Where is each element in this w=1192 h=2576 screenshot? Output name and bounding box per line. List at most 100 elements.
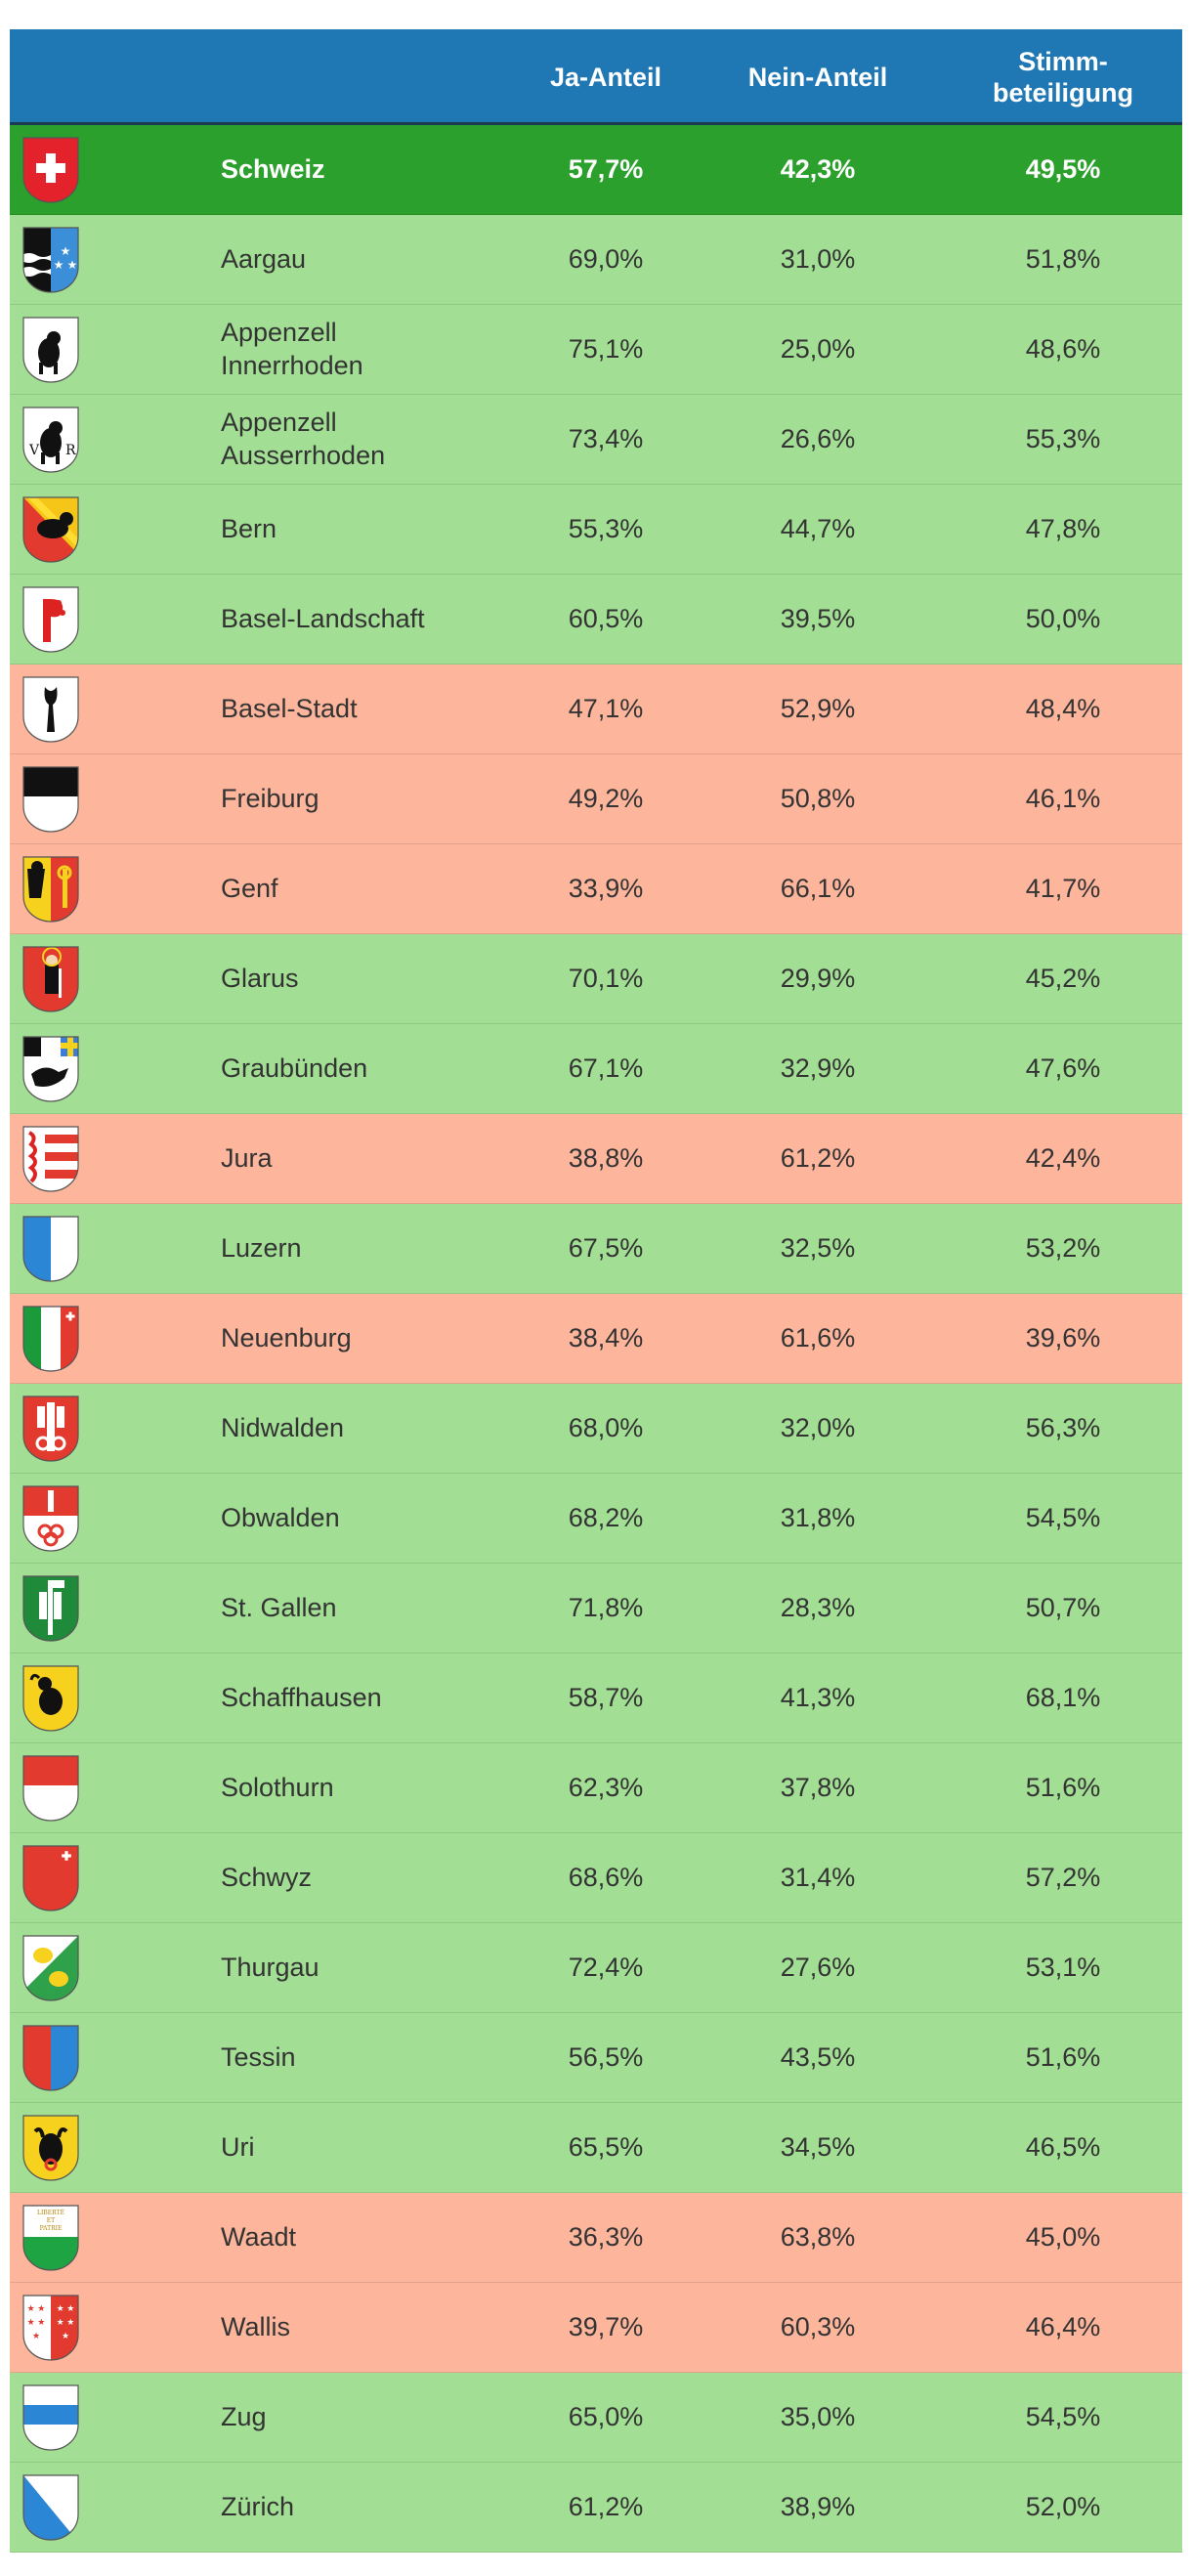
ja-anteil-value: 38,8%	[568, 1143, 644, 1173]
ja-anteil-value: 73,4%	[568, 424, 644, 453]
ja-anteil-value: 69,0%	[568, 244, 644, 274]
canton-name: Uri	[221, 2131, 255, 2162]
header-ja-anteil: Ja-Anteil	[549, 62, 662, 92]
table-row: V R Appenzell Ausserrhoden 73,4% 26,6% 55,3%	[10, 395, 1182, 485]
table-row: Zug 65,0% 35,0% 54,5%	[10, 2373, 1182, 2463]
canton-name: Freiburg	[221, 783, 319, 813]
nein-anteil-value: 38,9%	[780, 2492, 856, 2521]
table-row: Basel-Stadt 47,1% 52,9% 48,4%	[10, 665, 1182, 754]
appenzell-innerrhoden-coat-of-arms-icon	[21, 305, 80, 394]
canton-name: Nidwalden	[221, 1412, 345, 1442]
canton-name: Appenzell Ausserrhoden	[221, 407, 386, 470]
st-gallen-coat-of-arms-icon	[21, 1564, 80, 1653]
canton-name: Basel-Landschaft	[221, 603, 425, 633]
glarus-coat-of-arms-icon	[21, 934, 80, 1023]
ja-anteil-value: 39,7%	[568, 2312, 644, 2341]
canton-name: Thurgau	[221, 1952, 319, 1982]
tessin-coat-of-arms-icon	[21, 2013, 80, 2102]
svg-text:★: ★	[67, 258, 78, 272]
stimmbeteiligung-value: 53,1%	[1025, 1953, 1101, 1982]
stimmbeteiligung-value: 55,3%	[1025, 424, 1101, 453]
svg-text:PATRIE: PATRIE	[40, 2225, 63, 2232]
ja-anteil-value: 68,0%	[568, 1413, 644, 1442]
ja-anteil-value: 65,5%	[568, 2132, 644, 2162]
table-row: Uri 65,5% 34,5% 46,5%	[10, 2103, 1182, 2193]
svg-text:★ ★: ★ ★	[27, 2303, 46, 2313]
ja-anteil-value: 57,7%	[568, 154, 644, 184]
basel-landschaft-coat-of-arms-icon	[21, 575, 80, 664]
zug-coat-of-arms-icon	[21, 2373, 80, 2462]
nein-anteil-value: 25,0%	[780, 334, 856, 364]
waadt-coat-of-arms-icon: LIBERTÉ ET PATRIE	[21, 2193, 80, 2282]
table-row: Tessin 56,5% 43,5% 51,6%	[10, 2013, 1182, 2103]
svg-text:V: V	[28, 443, 40, 458]
nein-anteil-value: 31,4%	[780, 1863, 856, 1892]
canton-name: Solothurn	[221, 1772, 334, 1802]
stimmbeteiligung-value: 51,8%	[1025, 244, 1101, 274]
stimmbeteiligung-value: 45,0%	[1025, 2222, 1101, 2252]
table-row: Bern 55,3% 44,7% 47,8%	[10, 485, 1182, 575]
ja-anteil-value: 58,7%	[568, 1683, 644, 1712]
svg-text:★: ★	[32, 2331, 40, 2340]
canton-name: Tessin	[221, 2041, 296, 2072]
table-row: Thurgau 72,4% 27,6% 53,1%	[10, 1923, 1182, 2013]
ja-anteil-value: 60,5%	[568, 604, 644, 633]
table-row: Neuenburg 38,4% 61,6% 39,6%	[10, 1294, 1182, 1384]
table-row: St. Gallen 71,8% 28,3% 50,7%	[10, 1564, 1182, 1653]
stimmbeteiligung-value: 56,3%	[1025, 1413, 1101, 1442]
svg-text:★ ★: ★ ★	[57, 2303, 75, 2313]
canton-name: Glarus	[221, 963, 299, 993]
table-row: Zürich 61,2% 38,9% 52,0%	[10, 2463, 1182, 2553]
nein-anteil-value: 61,2%	[780, 1143, 856, 1173]
ja-anteil-value: 33,9%	[568, 874, 644, 903]
table-row: Solothurn 62,3% 37,8% 51,6%	[10, 1743, 1182, 1833]
stimmbeteiligung-value: 68,1%	[1025, 1683, 1101, 1712]
nein-anteil-value: 66,1%	[780, 874, 856, 903]
aargau-coat-of-arms-icon: ★ ★ ★	[21, 215, 80, 304]
canton-name: Luzern	[221, 1232, 302, 1263]
table-header: Ja-Anteil Nein-Anteil Stimm- beteiligung	[10, 29, 1182, 125]
ja-anteil-value: 56,5%	[568, 2042, 644, 2072]
table-row: Graubünden 67,1% 32,9% 47,6%	[10, 1024, 1182, 1114]
ja-anteil-value: 68,6%	[568, 1863, 644, 1892]
nein-anteil-value: 28,3%	[780, 1593, 856, 1622]
svg-text:R: R	[65, 443, 76, 458]
stimmbeteiligung-value: 53,2%	[1025, 1233, 1101, 1263]
nein-anteil-value: 32,9%	[780, 1053, 856, 1083]
stimmbeteiligung-value: 52,0%	[1025, 2492, 1101, 2521]
nein-anteil-value: 31,8%	[780, 1503, 856, 1532]
stimmbeteiligung-value: 47,8%	[1025, 514, 1101, 543]
nein-anteil-value: 41,3%	[780, 1683, 856, 1712]
ja-anteil-value: 49,2%	[568, 784, 644, 813]
nein-anteil-value: 39,5%	[780, 604, 856, 633]
stimmbeteiligung-value: 45,2%	[1025, 964, 1101, 993]
ja-anteil-value: 55,3%	[568, 514, 644, 543]
stimmbeteiligung-value: 57,2%	[1025, 1863, 1101, 1892]
table-row: Nidwalden 68,0% 32,0% 56,3%	[10, 1384, 1182, 1474]
canton-name: Aargau	[221, 243, 307, 274]
table-row: Basel-Landschaft 60,5% 39,5% 50,0%	[10, 575, 1182, 665]
canton-name: Jura	[221, 1142, 273, 1173]
ja-anteil-value: 68,2%	[568, 1503, 644, 1532]
canton-name: Bern	[221, 513, 277, 543]
ja-anteil-value: 71,8%	[568, 1593, 644, 1622]
stimmbeteiligung-value: 51,6%	[1025, 1773, 1101, 1802]
stimmbeteiligung-value: 39,6%	[1025, 1323, 1101, 1352]
table-row: Appenzell Innerrhoden 75,1% 25,0% 48,6%	[10, 305, 1182, 395]
ja-anteil-value: 62,3%	[568, 1773, 644, 1802]
ja-anteil-value: 65,0%	[568, 2402, 644, 2431]
svg-text:LIBERTÉ: LIBERTÉ	[37, 2209, 64, 2216]
canton-name: Genf	[221, 873, 278, 903]
stimmbeteiligung-value: 46,5%	[1025, 2132, 1101, 2162]
stimmbeteiligung-value: 46,4%	[1025, 2312, 1101, 2341]
graubuenden-coat-of-arms-icon	[21, 1024, 80, 1113]
freiburg-coat-of-arms-icon	[21, 754, 80, 843]
canton-name: Waadt	[221, 2221, 297, 2252]
nein-anteil-value: 61,6%	[780, 1323, 856, 1352]
canton-name: St. Gallen	[221, 1592, 337, 1622]
basel-stadt-coat-of-arms-icon	[21, 665, 80, 753]
table-row: Obwalden 68,2% 31,8% 54,5%	[10, 1474, 1182, 1564]
canton-name: Zug	[221, 2401, 267, 2431]
stimmbeteiligung-value: 46,1%	[1025, 784, 1101, 813]
header-stimmbeteiligung: Stimm- beteiligung	[993, 46, 1133, 107]
